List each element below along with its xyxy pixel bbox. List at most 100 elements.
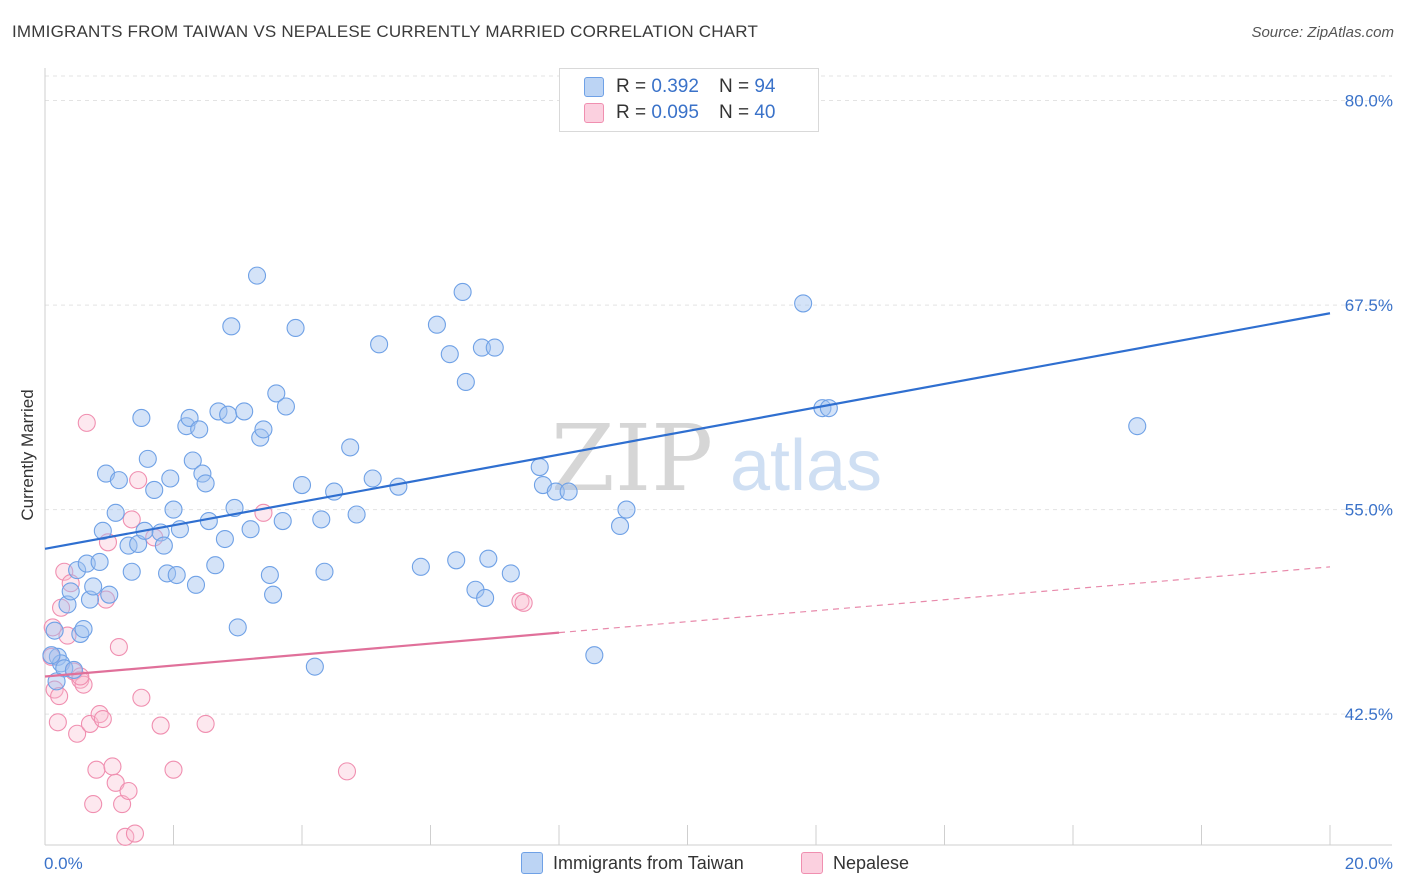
taiwan-point <box>215 529 234 549</box>
nepalese-point <box>511 592 530 611</box>
taiwan-point <box>530 457 549 477</box>
legend-r-label: R = <box>616 76 647 97</box>
taiwan-point <box>61 582 80 601</box>
gridlines <box>45 75 1392 715</box>
taiwan-point <box>305 657 324 676</box>
nepalese-point <box>103 757 122 776</box>
nepalese-point <box>337 762 357 781</box>
x-tick-label: 20.0% <box>1345 854 1393 873</box>
taiwan-point <box>241 520 260 539</box>
taiwan-point <box>190 420 209 439</box>
nepalese-point <box>514 593 533 612</box>
taiwan-point <box>501 564 520 583</box>
y-tick-label: 55.0% <box>1345 501 1393 520</box>
taiwan-point <box>154 536 173 555</box>
taiwan-point <box>286 318 305 338</box>
taiwan-point <box>209 402 228 421</box>
legend-n-label: N = <box>718 76 750 97</box>
taiwan-point <box>254 420 273 439</box>
taiwan-point <box>427 315 446 334</box>
nepalese-point <box>93 709 112 729</box>
taiwan-point <box>100 585 119 604</box>
taiwan-point <box>411 557 430 576</box>
taiwan-point <box>90 552 109 571</box>
nepalese-point <box>68 724 87 743</box>
taiwan-point <box>453 282 472 302</box>
legend-n-value: 40 <box>754 102 776 123</box>
nepalese-point <box>122 510 141 529</box>
taiwan-point <box>186 575 206 594</box>
nepalese-point <box>90 705 109 724</box>
nepalese-point <box>125 824 144 843</box>
legend-swatch-taiwan <box>584 77 604 97</box>
taiwan-point <box>42 646 61 665</box>
bottom-legend-label-nepalese: Nepalese <box>833 852 910 873</box>
nepalese-trend-extension <box>558 566 1331 634</box>
y-tick-label: 80.0% <box>1345 92 1393 111</box>
taiwan-point <box>585 646 604 665</box>
taiwan-point <box>196 474 215 493</box>
nepalese-point <box>43 618 62 637</box>
nepalese-point <box>50 687 69 706</box>
nepalese-point <box>113 795 132 814</box>
taiwan-point <box>610 516 630 535</box>
taiwan-point <box>312 510 331 529</box>
taiwan-point <box>479 549 498 568</box>
axes <box>44 68 1392 846</box>
taiwan-point <box>161 469 180 488</box>
taiwan-point <box>132 408 151 428</box>
taiwan-point <box>440 345 459 364</box>
taiwan-point <box>546 482 565 501</box>
nepalese-point <box>87 760 106 779</box>
taiwan-point <box>219 405 238 424</box>
watermark-zip: ZIP <box>551 405 713 512</box>
legend-row-nepalese: R = 0.095 N = 40 <box>584 100 775 126</box>
legend-n-value: 94 <box>754 76 776 97</box>
taiwan-point <box>71 624 90 643</box>
taiwan-point <box>447 551 466 570</box>
taiwan-point <box>129 534 148 553</box>
taiwan-point <box>106 503 125 522</box>
taiwan-point <box>222 317 241 336</box>
taiwan-point <box>292 475 312 495</box>
taiwan-point <box>47 672 66 691</box>
legend-r-value: 0.392 <box>651 76 699 97</box>
y-tick-label: 67.5% <box>1345 296 1393 315</box>
legend-r-label: R = <box>616 102 647 123</box>
legend-n-label: N = <box>718 102 750 123</box>
tick-labels: 42.5% 55.0% 67.5% 80.0% 0.0% 20.0% <box>44 92 1393 873</box>
nepalese-point <box>96 590 116 609</box>
taiwan-point <box>273 511 292 531</box>
nepalese-point <box>77 413 96 432</box>
taiwan-point <box>794 294 813 313</box>
nepalese-point <box>109 637 128 657</box>
taiwan-point <box>476 588 495 607</box>
taiwan-point <box>45 621 64 640</box>
taiwan-point <box>84 577 103 596</box>
nepalese-point <box>132 688 151 707</box>
nepalese-point <box>106 773 125 792</box>
watermark: ZIP atlas <box>551 405 882 512</box>
taiwan-point <box>235 402 254 421</box>
x-tick-label: 0.0% <box>44 854 83 873</box>
trend-lines <box>44 312 1331 678</box>
nepalese-point <box>119 781 138 801</box>
taiwan-point <box>559 482 578 501</box>
taiwan-point <box>247 266 267 285</box>
taiwan-point <box>199 511 218 531</box>
nepalese-point <box>196 714 215 733</box>
taiwan-point <box>472 338 491 357</box>
taiwan-point <box>347 505 366 524</box>
correlation-legend: R = 0.392 N = 94 R = 0.095 N = 40 <box>559 68 819 132</box>
bottom-legend-taiwan: Immigrants from Taiwan <box>521 852 744 874</box>
legend-swatch-nepalese <box>584 103 604 123</box>
bottom-legend-swatch-taiwan <box>521 852 543 874</box>
taiwan-point <box>206 556 225 575</box>
taiwan-point <box>228 618 247 637</box>
taiwan-point <box>617 500 636 519</box>
legend-r-value: 0.095 <box>651 102 699 123</box>
taiwan-point <box>109 471 128 490</box>
taiwan-point <box>260 565 279 585</box>
taiwan-point <box>389 477 408 496</box>
nepalese-point <box>151 716 170 735</box>
